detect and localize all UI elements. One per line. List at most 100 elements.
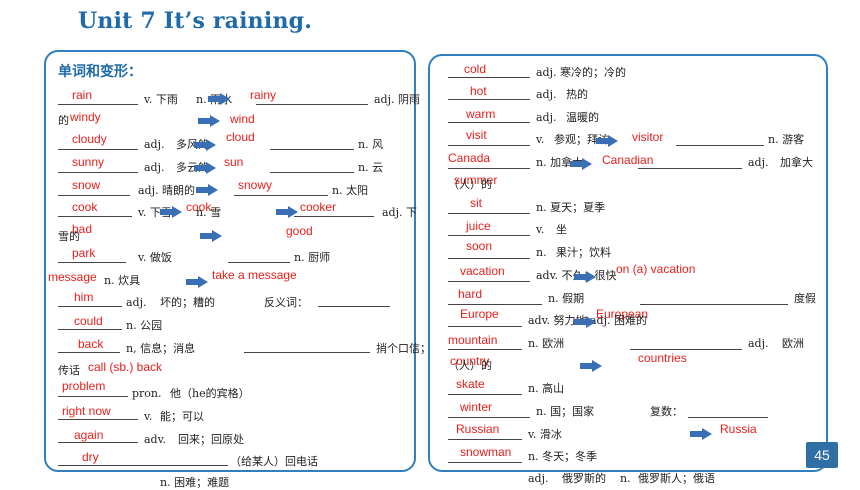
definition-text: adj. (536, 111, 557, 124)
blank-line (228, 262, 290, 263)
definition-text: adj. 阴雨 (374, 93, 421, 106)
answer-word: Canada (448, 151, 491, 165)
definition-text: n. 云 (358, 161, 384, 174)
answer-word: European (596, 307, 649, 321)
answer-word: snow (72, 178, 101, 192)
blank-line (58, 104, 138, 105)
blank-line (294, 216, 374, 217)
definition-text: 回来；回原处 (178, 433, 244, 446)
definition-text: adj. 晴朗的 (138, 184, 196, 197)
answer-word: visitor (632, 130, 664, 144)
blank-line (448, 168, 530, 169)
answer-word: right now (62, 404, 111, 418)
definition-text: 加拿大 (780, 156, 813, 169)
answer-word: Russia (720, 422, 757, 436)
definition-text: 度假 (794, 292, 816, 305)
definition-text: n, 信息；消息 (126, 342, 196, 355)
blank-line (630, 349, 742, 350)
answer-word: problem (62, 379, 106, 393)
definition-text: adj. 寒冷的；冷的 (536, 66, 627, 79)
blank-line (640, 304, 788, 305)
definition-text: 坏的；糟的 (160, 296, 215, 309)
definition-text: （人）的 (448, 359, 492, 372)
blank-line (58, 149, 138, 150)
blank-line (58, 262, 126, 263)
answer-word: cook (72, 200, 98, 214)
vocab-panel-right (428, 54, 828, 472)
blank-line (58, 442, 138, 443)
arrow-right-icon (570, 158, 592, 170)
answer-word: sunny (72, 155, 105, 169)
blank-line (270, 149, 354, 150)
definition-text: 果汁；饮料 (556, 246, 611, 259)
definition-text: adj. (144, 161, 165, 174)
answer-word: Europe (460, 307, 499, 321)
definition-text: v. (536, 133, 545, 146)
definition-text: 坐 (556, 223, 567, 236)
definition-text: adj. (748, 337, 769, 350)
definition-text: n. 国；国家 (536, 405, 595, 418)
arrow-right-icon (186, 276, 208, 288)
arrow-right-icon (596, 135, 618, 147)
blank-line (676, 145, 764, 146)
definition-text: 能；可以 (160, 410, 204, 423)
blank-line (448, 145, 530, 146)
blank-line (58, 216, 132, 217)
blank-line (58, 465, 228, 466)
definition-text: adv. (144, 433, 167, 446)
arrow-right-icon (208, 93, 230, 105)
definition-text: adj. 下 (382, 206, 418, 219)
answer-word: vacation (460, 264, 505, 278)
page-number-badge: 45 (806, 442, 838, 468)
page-title: Unit 7 It’s raining. (78, 8, 313, 34)
definition-text: n. (536, 246, 547, 259)
answer-word: could (74, 314, 103, 328)
definition-text: 热的 (566, 88, 588, 101)
answer-word: rain (72, 88, 93, 102)
answer-word: summer (454, 173, 498, 187)
answer-word: take a message (212, 268, 297, 282)
blank-line (448, 122, 530, 123)
answer-word: country (450, 354, 490, 368)
answer-word: windy (70, 110, 101, 124)
answer-word: again (74, 428, 104, 442)
definition-text: 传话 (58, 364, 80, 377)
definition-text: n. 假期 (548, 292, 585, 305)
answer-word: juice (466, 219, 491, 233)
answer-word: on (a) vacation (616, 262, 696, 276)
definition-text: 复数： (650, 405, 683, 418)
answer-word: call (sb.) back (88, 360, 163, 374)
blank-line (448, 258, 530, 259)
arrow-right-icon (160, 206, 182, 218)
answer-word: cooker (300, 200, 337, 214)
answer-word: cloud (226, 130, 255, 144)
arrow-right-icon (574, 271, 596, 283)
answer-word: him (74, 290, 94, 304)
definition-text: v. 滑冰 (528, 428, 562, 441)
definition-text: （人）的 (448, 178, 492, 191)
arrow-right-icon (198, 115, 220, 127)
definition-text: n. 雪 (196, 206, 222, 219)
answer-word: cloudy (72, 132, 107, 146)
definition-text: n. 风 (358, 138, 384, 151)
blank-line (58, 195, 130, 196)
arrow-right-icon (194, 162, 216, 174)
definition-text: adj. (126, 296, 147, 309)
definition-text: adj. (748, 156, 769, 169)
answer-word: sun (224, 155, 244, 169)
answer-word: dry (82, 450, 99, 464)
blank-line (448, 235, 530, 236)
definition-text: （给某人）回电话 (230, 455, 318, 468)
blank-line (58, 352, 120, 353)
definition-text: n. 欧洲 (528, 337, 565, 350)
arrow-right-icon (580, 360, 602, 372)
definition-text: 欧洲 (782, 337, 804, 350)
blank-line (448, 417, 530, 418)
answer-word: snowman (460, 445, 512, 459)
answer-word: hot (470, 84, 487, 98)
blank-line (448, 439, 522, 440)
blank-line (58, 306, 122, 307)
definition-text: n. 高山 (528, 382, 565, 395)
blank-line (58, 396, 128, 397)
arrow-right-icon (194, 139, 216, 151)
